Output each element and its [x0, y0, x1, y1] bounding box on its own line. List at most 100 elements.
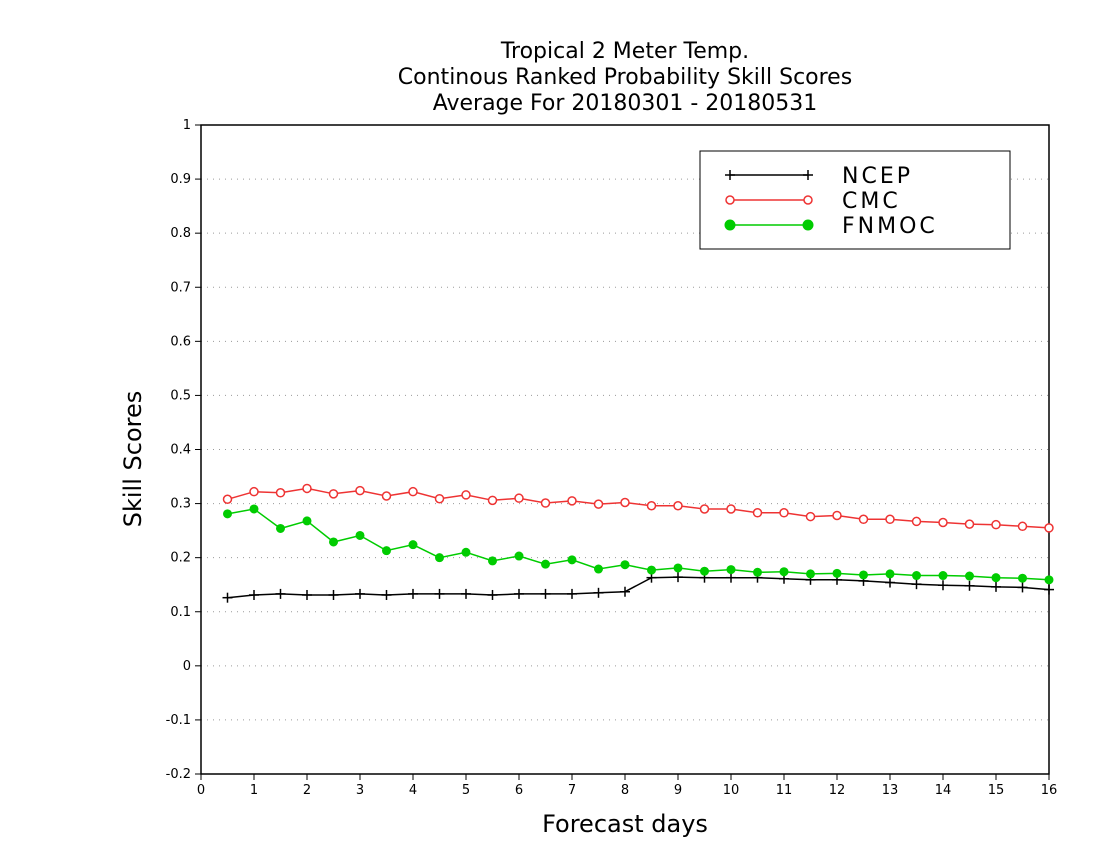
fnmoc-point — [276, 523, 285, 533]
fnmoc-point — [806, 569, 815, 579]
x-axis-ticks: 0 1 2 3 4 5 6 7 8 9 10 11 12 13 14 15 16 — [197, 774, 1057, 798]
cmc-point — [434, 493, 445, 504]
cmc-point — [514, 493, 524, 503]
x-tick-label: 11 — [776, 783, 793, 798]
chart-title-line-2: Continous Ranked Probability Skill Score… — [398, 65, 852, 90]
cmc-point — [646, 500, 657, 511]
y-tick-label: -0.2 — [166, 767, 191, 782]
fnmoc-point — [779, 567, 789, 577]
ncep-point — [938, 580, 948, 591]
fnmoc-point — [329, 537, 338, 547]
ncep-point — [964, 580, 975, 591]
x-tick-label: 0 — [197, 783, 205, 798]
series-fnmoc — [223, 504, 1054, 585]
fnmoc-point — [541, 559, 550, 569]
cmc-point — [964, 519, 975, 529]
series-line-cmc — [227, 487, 1050, 529]
fnmoc-point — [1018, 573, 1027, 583]
cmc-point — [249, 486, 259, 497]
y-tick-label: 0.8 — [170, 226, 191, 241]
cmc-point — [911, 516, 922, 527]
ncep-point — [355, 588, 365, 599]
series-layer — [222, 483, 1054, 603]
y-tick-label: 0.5 — [170, 388, 191, 403]
ncep-point — [275, 588, 286, 599]
fnmoc-point — [1044, 575, 1054, 585]
ncep-point — [408, 588, 418, 599]
x-tick-label: 7 — [568, 783, 576, 798]
series-line-fnmoc — [227, 508, 1050, 581]
fnmoc-point — [223, 509, 232, 519]
ncep-point — [487, 589, 498, 600]
ncep-point — [593, 587, 604, 598]
x-tick-label: 16 — [1041, 783, 1058, 798]
ncep-point — [911, 579, 922, 590]
ncep-point — [540, 588, 551, 599]
cmc-point — [355, 485, 365, 496]
fnmoc-point — [461, 547, 471, 557]
fnmoc-point — [620, 560, 630, 570]
cmc-point — [328, 489, 339, 499]
ncep-point — [726, 572, 736, 583]
cmc-point — [752, 508, 763, 518]
cmc-point — [593, 499, 604, 509]
cmc-point — [858, 514, 869, 525]
fnmoc-point — [726, 565, 736, 575]
y-tick-label: 0.6 — [170, 334, 191, 349]
legend-cmc-start-point — [725, 195, 735, 205]
ncep-point — [249, 589, 259, 600]
ncep-point — [514, 588, 524, 599]
legend-label-ncep: NCEP — [842, 164, 913, 189]
legend-ncep-end-point — [803, 170, 813, 180]
fnmoc-point — [700, 566, 709, 576]
cmc-point — [1017, 521, 1028, 532]
x-tick-label: 5 — [462, 783, 470, 798]
cmc-point — [222, 494, 233, 505]
x-tick-label: 15 — [988, 783, 1005, 798]
ncep-point — [222, 592, 233, 603]
ncep-point — [620, 586, 630, 597]
cmc-point — [885, 514, 895, 525]
cmc-point — [540, 498, 551, 508]
cmc-point — [302, 483, 312, 494]
chart-title-line-3: Average For 20180301 - 20180531 — [433, 91, 818, 116]
ncep-point — [461, 588, 471, 599]
legend-label-fnmoc: FNMOC — [842, 214, 938, 239]
fnmoc-point — [991, 573, 1001, 583]
x-tick-label: 12 — [829, 783, 846, 798]
ncep-point — [328, 589, 339, 600]
ncep-point — [381, 589, 392, 600]
cmc-point — [381, 491, 392, 501]
legend: NCEP CMC FNMOC — [699, 150, 1011, 250]
cmc-point — [726, 504, 736, 514]
legend-fnmoc-end-point — [802, 219, 814, 231]
ncep-point — [885, 577, 895, 588]
y-tick-label: 0.7 — [170, 280, 191, 295]
cmc-point — [779, 508, 789, 518]
ncep-point — [991, 581, 1001, 592]
fnmoc-point — [408, 540, 418, 550]
legend-entries — [724, 170, 814, 231]
legend-cmc-end-point — [803, 195, 813, 205]
fnmoc-point — [965, 571, 974, 581]
x-tick-label: 8 — [621, 783, 629, 798]
grid-lines — [201, 178, 1049, 721]
cmc-point — [832, 510, 842, 521]
fnmoc-point — [567, 555, 577, 565]
x-tick-label: 3 — [356, 783, 364, 798]
fnmoc-point — [885, 569, 895, 579]
ncep-point — [434, 588, 445, 599]
fnmoc-point — [435, 553, 444, 563]
x-tick-label: 2 — [303, 783, 311, 798]
ncep-point — [1017, 582, 1028, 593]
series-line-ncep — [227, 576, 1050, 599]
cmc-point — [991, 519, 1001, 530]
legend-ncep-start-point — [725, 170, 735, 180]
chart-title-line-1: Tropical 2 Meter Temp. — [500, 39, 749, 64]
cmc-point — [487, 495, 498, 506]
cmc-point — [275, 488, 286, 498]
y-tick-label: 0.9 — [170, 172, 191, 187]
series-ncep — [222, 572, 1054, 603]
ncep-point — [1044, 584, 1054, 595]
cmc-point — [699, 504, 710, 514]
